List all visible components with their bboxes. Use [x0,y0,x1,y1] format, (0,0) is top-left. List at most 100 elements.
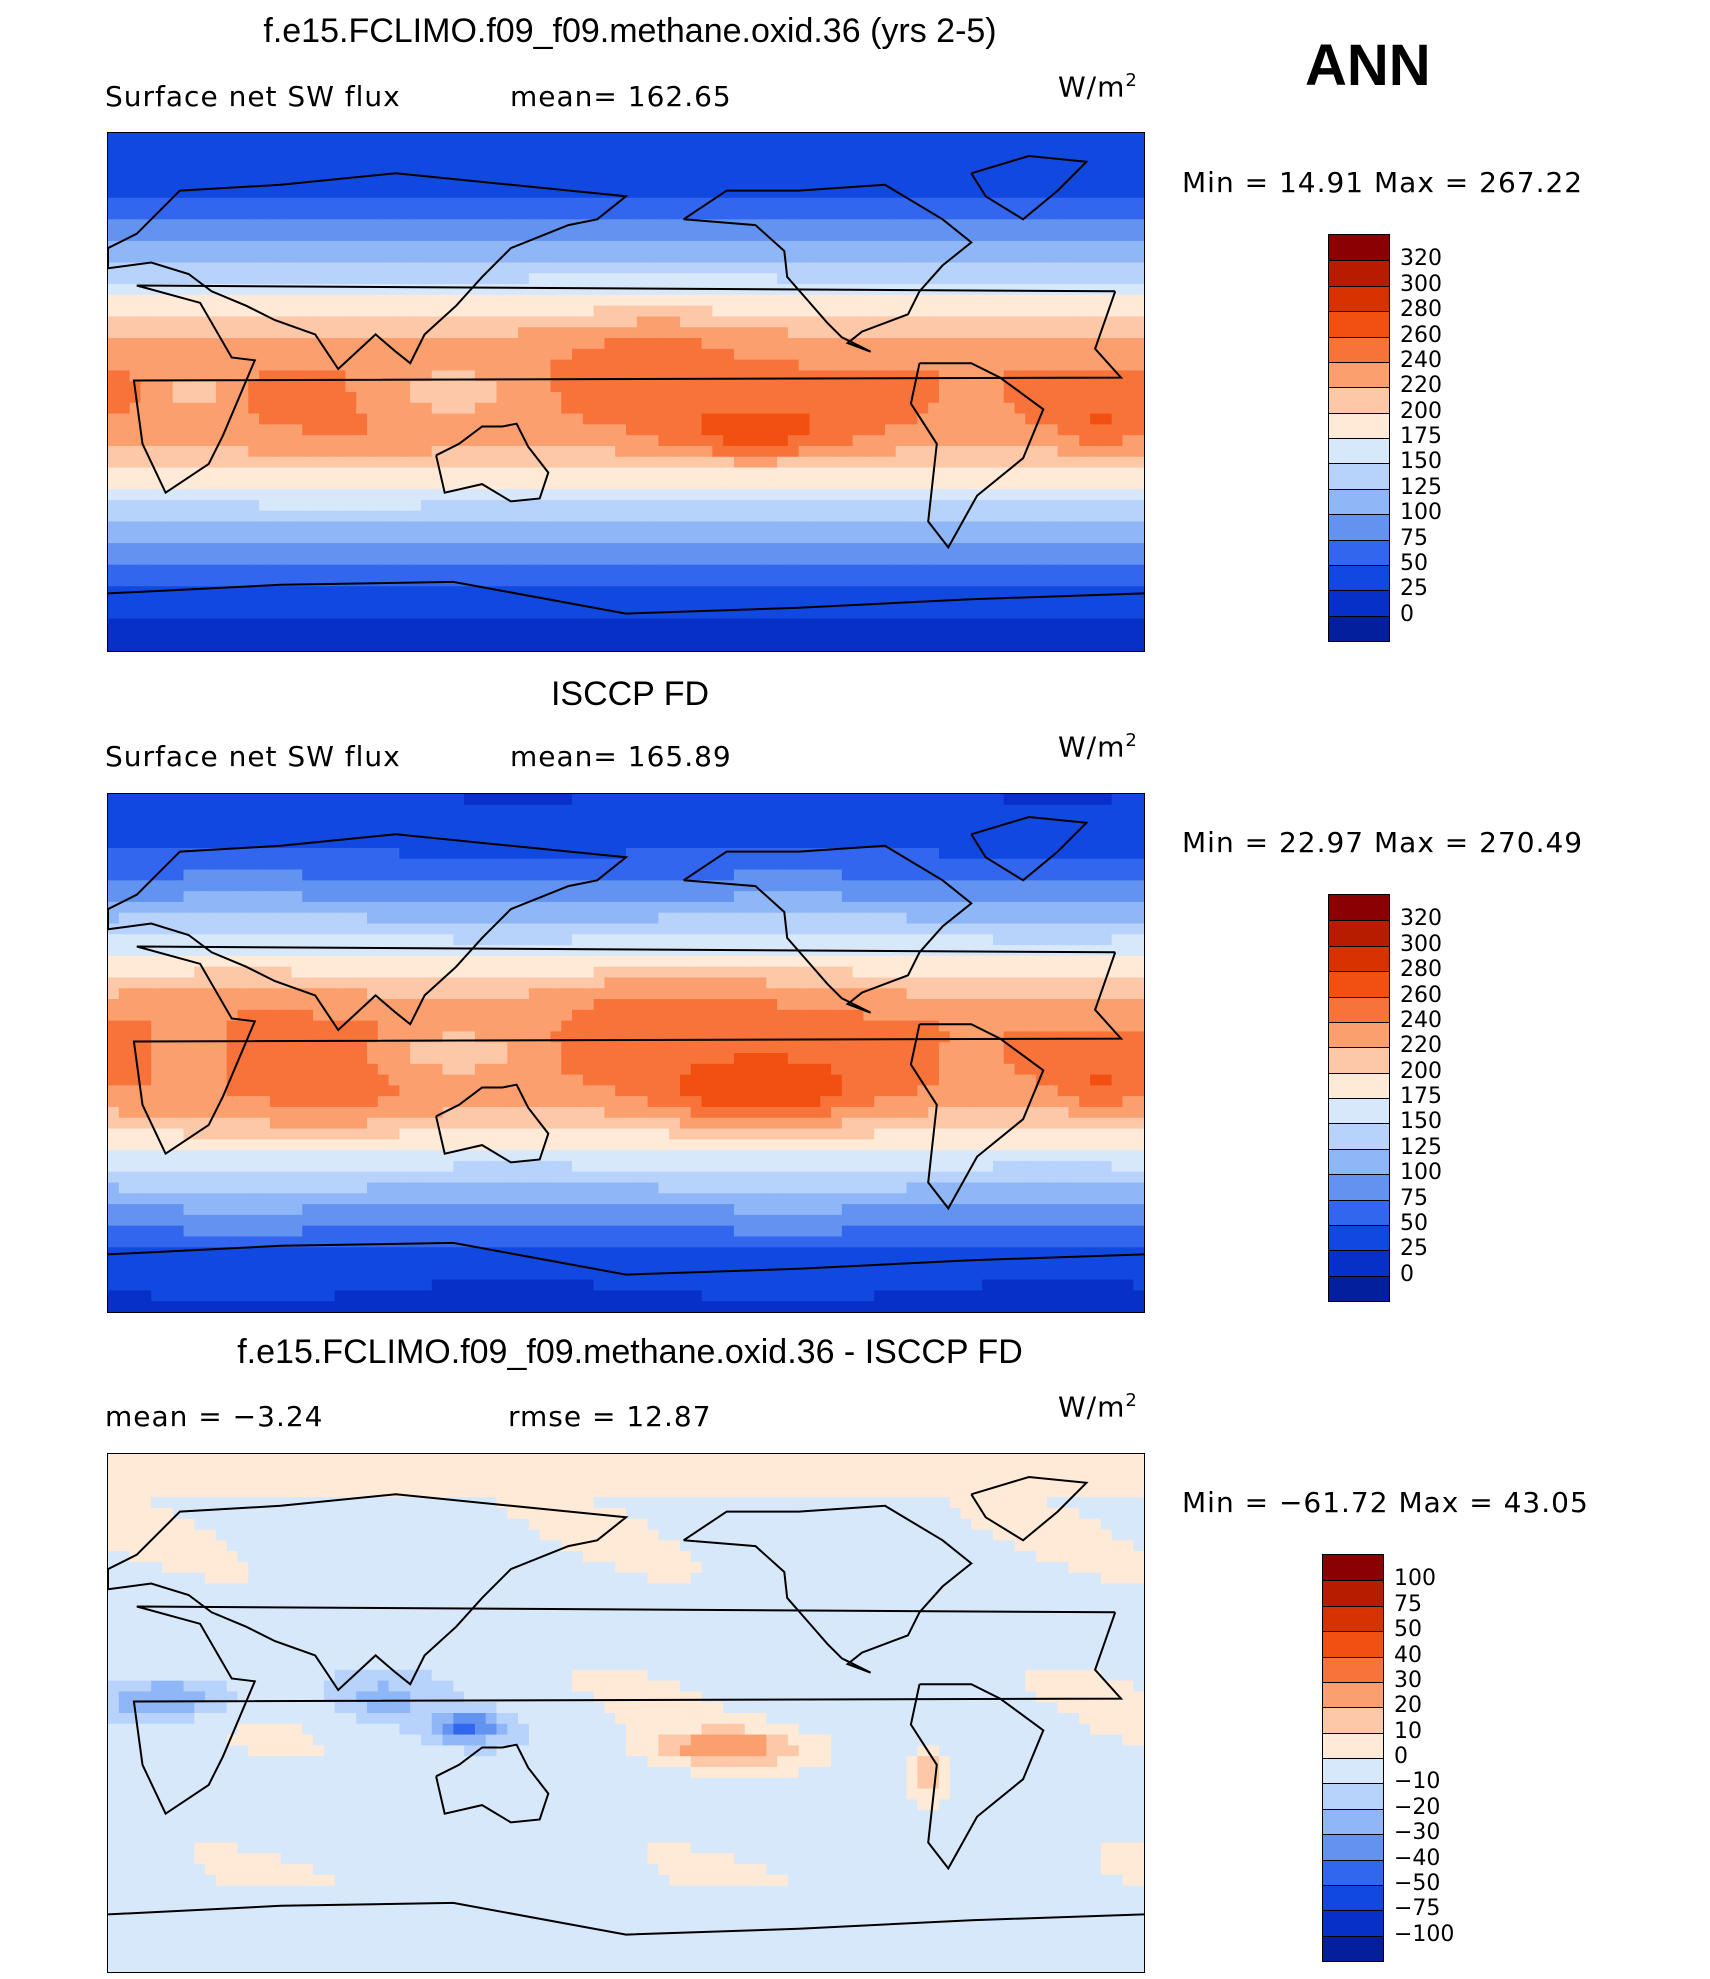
panel-2-map [107,793,1145,1313]
panel-2-units: W/m2 [1058,730,1138,764]
panel-1-title: f.e15.FCLIMO.f09_f09.methane.oxid.36 (yr… [263,12,997,50]
colorbar-tick-label: 75 [1394,1591,1422,1617]
colorbar-swatch [1329,260,1389,286]
coastline-path [108,172,629,371]
panel-1-variable-label: Surface net SW flux [105,80,401,113]
colorbar-swatch [1329,463,1389,489]
map-field-svg [108,133,1144,651]
panel-1-mean-label: mean= 162.65 [510,80,732,113]
colorbar-tick-label: 0 [1400,1261,1414,1287]
coastline-path [909,1023,1045,1211]
colorbar-tick-label: 175 [1400,1084,1442,1109]
colorbar-swatch [1323,1555,1383,1581]
colorbar-swatch [1329,412,1389,438]
coastline-path [970,1475,1089,1542]
colorbar-tick-label: 75 [1400,525,1428,551]
coastline-path [132,945,1124,1156]
coastline-path [108,580,1144,615]
colorbar-swatch [1329,387,1389,413]
colorbar-swatch [1329,1123,1389,1149]
colorbar-swatch [1323,1884,1383,1911]
colorbar-tick-label: 50 [1400,1210,1428,1236]
colorbar-tick-label: −20 [1394,1794,1441,1820]
colorbar-tick-label: 100 [1400,1160,1442,1186]
colorbar-swatch [1323,1656,1383,1682]
colorbar-tick-label: 320 [1400,906,1442,932]
colorbar-tick-label: 150 [1400,449,1442,475]
colorbar-swatch [1329,895,1389,921]
colorbar-swatch [1329,361,1389,388]
colorbar-tick-label: 50 [1394,1617,1422,1643]
colorbar-swatch [1323,1783,1383,1809]
colorbar-tick-label: 30 [1394,1667,1422,1693]
colorbar-tick-label: 300 [1400,931,1442,957]
colorbar-tick-label: −50 [1394,1870,1441,1896]
colorbar-tick-label: 175 [1400,424,1442,449]
colorbar-tick-label: 10 [1394,1718,1422,1744]
colorbar-tick-label: 125 [1400,474,1442,500]
colorbar-tick-label: 100 [1400,500,1442,526]
colorbar-swatch [1329,971,1389,997]
field-cells [108,133,1144,651]
colorbar-swatch [1323,1707,1383,1733]
colorbar-swatch [1323,1808,1383,1835]
colorbar-tick-label: 240 [1400,347,1442,373]
panel-3-title: f.e15.FCLIMO.f09_f09.methane.oxid.36 - I… [237,1333,1023,1371]
colorbar-swatch [1329,1250,1389,1276]
coastline-path [909,1683,1045,1871]
colorbar-swatch [1323,1732,1383,1758]
panel-3-colorbar [1322,1554,1384,1962]
colorbar-tick-label: 300 [1400,271,1442,297]
colorbar-tick-label: 150 [1400,1109,1442,1135]
field-cells [108,1454,1144,1972]
colorbar-swatch [1323,1681,1383,1708]
coastline-path [132,284,1124,495]
colorbar-tick-label: 20 [1394,1693,1422,1719]
coastline-path [909,362,1045,550]
colorbar-swatch [1329,1148,1389,1175]
colorbar-swatch [1329,1275,1389,1301]
colorbar-swatch [1323,1859,1383,1885]
colorbar-swatch [1323,1580,1383,1606]
map-field-svg [108,794,1144,1312]
coastline-path [683,183,973,353]
colorbar-swatch [1323,1834,1383,1860]
panel-2-minmax: Min = 22.97 Max = 270.49 [1182,826,1584,859]
colorbar-swatch [1329,285,1389,312]
coastline-path [683,1504,973,1674]
coastline-path [435,1743,550,1824]
colorbar-tick-label: 220 [1400,373,1442,399]
panel-1-map [107,132,1145,652]
colorbar-tick-label: 280 [1400,297,1442,323]
coastline-path [435,422,550,503]
colorbar-swatch [1329,514,1389,540]
colorbar-swatch [1329,1072,1389,1098]
panel-2-title: ISCCP FD [550,675,710,713]
field-cells [108,794,1144,1312]
colorbar-tick-label: 200 [1400,1058,1442,1084]
colorbar-swatch [1329,945,1389,972]
colorbar-swatch [1329,1047,1389,1073]
colorbar-swatch [1329,311,1389,337]
coastline-path [970,154,1089,221]
colorbar-swatch [1329,438,1389,464]
colorbar-swatch [1329,488,1389,515]
coastline-path [683,844,973,1014]
colorbar-tick-label: −100 [1394,1921,1455,1947]
colorbar-swatch [1329,996,1389,1022]
colorbar-swatch [1323,1758,1383,1784]
colorbar-tick-label: 260 [1400,982,1442,1008]
panel-1-colorbar [1328,234,1390,642]
colorbar-tick-label: −30 [1394,1820,1441,1846]
coastline-path [108,1241,1144,1276]
panel-3-units: W/m2 [1058,1390,1138,1424]
panel-2-mean-label: mean= 165.89 [510,740,732,773]
panel-3-map [107,1453,1145,1973]
colorbar-tick-label: 25 [1400,1236,1428,1262]
colorbar-tick-label: 125 [1400,1134,1442,1160]
coastline-path [108,833,629,1032]
colorbar-swatch [1329,1021,1389,1048]
coastlines [108,1475,1144,1936]
colorbar-tick-label: 260 [1400,322,1442,348]
panel-3-mean-label: mean = −3.24 [105,1400,324,1433]
